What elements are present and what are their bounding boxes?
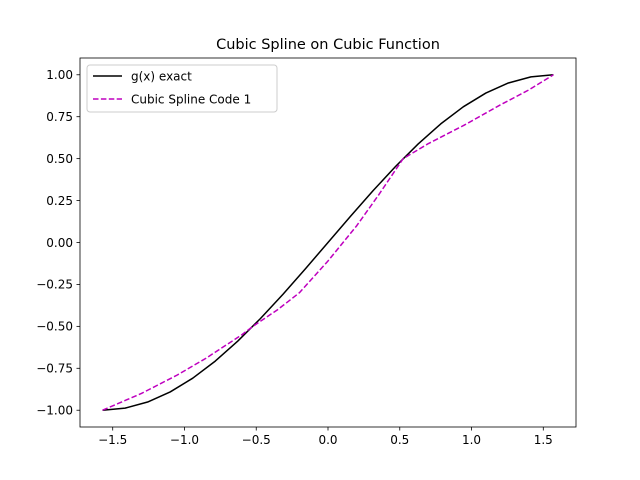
legend: g(x) exact Cubic Spline Code 1: [86, 64, 278, 113]
y-tick-label: −0.75: [36, 362, 73, 376]
y-tick-label: −1.00: [36, 404, 73, 418]
x-tick-label: −1.0: [170, 433, 199, 447]
y-tick-label: 0.00: [46, 236, 73, 250]
y-tick-label: 0.50: [46, 152, 73, 166]
y-tick-label: 0.25: [46, 194, 73, 208]
series-line-1: [102, 74, 554, 411]
legend-label-2: Cubic Spline Code 1: [131, 93, 251, 107]
series-layer: [102, 74, 554, 411]
legend-label-1: g(x) exact: [131, 70, 192, 84]
y-tick-label: −0.25: [36, 278, 73, 292]
y-tick-label: −0.50: [36, 320, 73, 334]
x-tick-label: 1.0: [462, 433, 481, 447]
x-axis: −1.5 −1.0 −0.5 0.0 0.5 1.0 1.5: [98, 427, 553, 447]
x-tick-label: 0.0: [318, 433, 337, 447]
y-tick-label: 0.75: [46, 110, 73, 124]
x-tick-label: 0.5: [390, 433, 409, 447]
chart-title: Cubic Spline on Cubic Function: [216, 37, 440, 53]
x-tick-label: −1.5: [98, 433, 127, 447]
y-axis: −1.00 −0.75 −0.50 −0.25 0.00 0.25 0.50 0.75 1.00: [36, 68, 80, 418]
legend-box: [86, 64, 278, 113]
y-tick-label: 1.00: [46, 68, 73, 82]
x-tick-label: −0.5: [242, 433, 271, 447]
x-tick-label: 1.5: [534, 433, 553, 447]
series-line-2: [102, 74, 554, 411]
